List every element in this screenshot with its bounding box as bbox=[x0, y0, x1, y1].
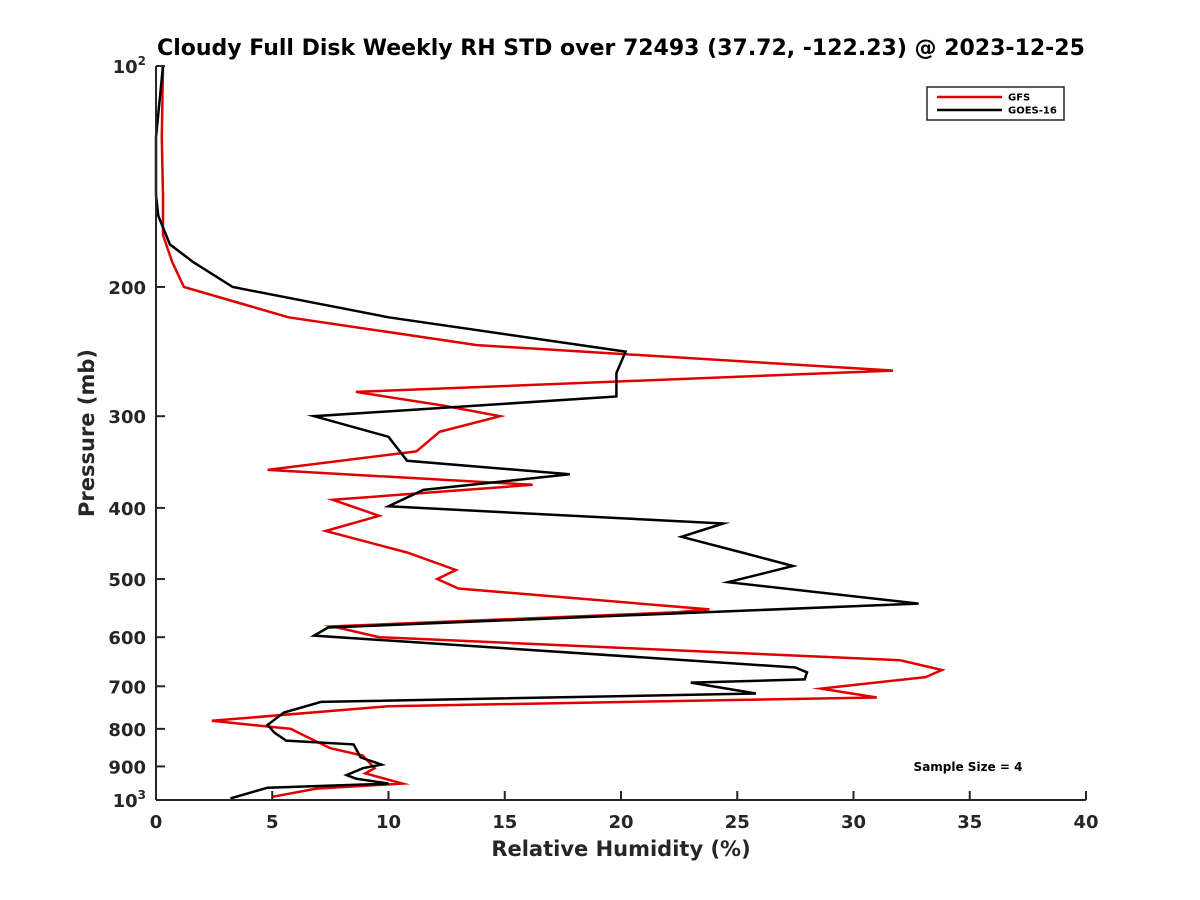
plot-background bbox=[156, 66, 1086, 800]
x-tick-label: 30 bbox=[841, 812, 866, 833]
legend-entry-label: GOES-16 bbox=[1008, 106, 1057, 117]
series-line-gfs bbox=[160, 65, 946, 799]
y-tick-label: 200 bbox=[108, 278, 146, 299]
x-tick-label: 5 bbox=[266, 812, 279, 833]
x-tick-label: 10 bbox=[376, 812, 401, 833]
y-tick-label: 300 bbox=[108, 407, 146, 428]
legend-box bbox=[926, 86, 1065, 121]
y-tick-label: 103 bbox=[113, 788, 146, 812]
legend: GFS GOES-16 bbox=[926, 86, 1065, 121]
y-tick-label: 500 bbox=[108, 570, 146, 591]
legend-entry-label: GFS bbox=[1008, 93, 1030, 104]
chart-title: Cloudy Full Disk Weekly RH STD over 7249… bbox=[157, 36, 1085, 61]
y-tick-label: 800 bbox=[108, 720, 146, 741]
y-axis-label: Pressure (mb) bbox=[75, 349, 99, 517]
y-tick-label: 700 bbox=[108, 677, 146, 698]
x-axis-label: Relative Humidity (%) bbox=[491, 837, 750, 861]
x-tick-label: 15 bbox=[492, 812, 517, 833]
y-tick-label: 102 bbox=[113, 54, 146, 78]
x-tick-label: 35 bbox=[957, 812, 982, 833]
series-layer bbox=[154, 65, 946, 800]
plot-area bbox=[156, 66, 1086, 800]
y-tick-label: 900 bbox=[108, 757, 146, 778]
axes-layer: 0 5 10 15 20 25 30 35 40 102 200 300 400 500 600 700 800… bbox=[108, 54, 1098, 833]
x-tick-label: 0 bbox=[150, 812, 163, 833]
x-tick-label: 20 bbox=[608, 812, 633, 833]
y-tick-label: 600 bbox=[108, 628, 146, 649]
series-line-goes-16 bbox=[154, 65, 919, 800]
x-tick-label: 40 bbox=[1073, 812, 1098, 833]
y-tick-label: 400 bbox=[108, 499, 146, 520]
sample-size-annotation: Sample Size = 4 bbox=[914, 760, 1023, 774]
x-tick-label: 25 bbox=[725, 812, 750, 833]
